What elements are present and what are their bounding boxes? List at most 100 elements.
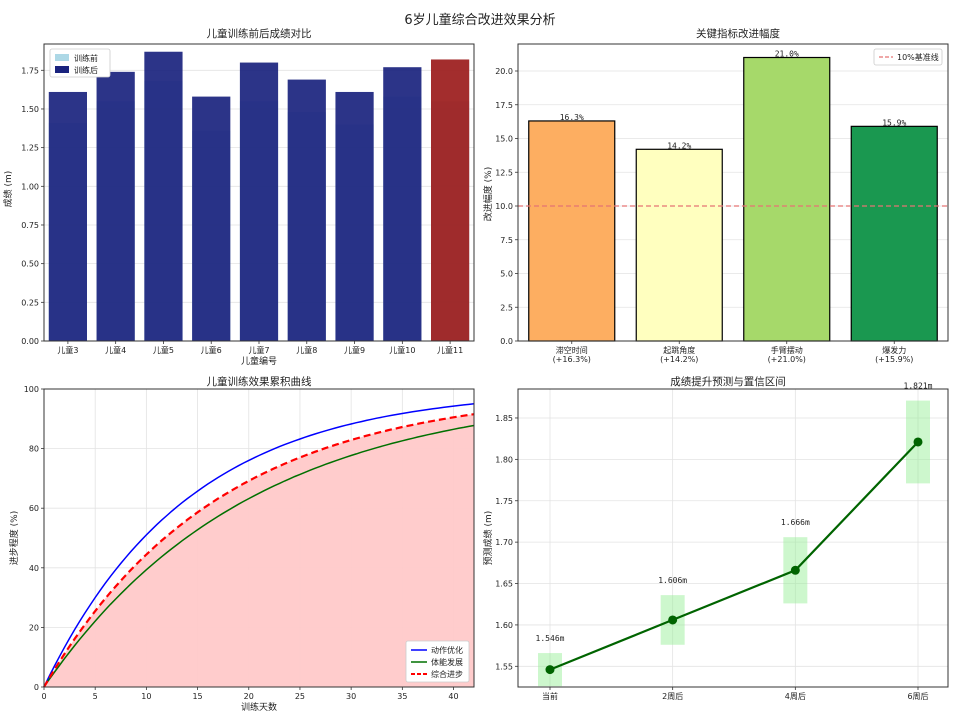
y-tick-label: 0.50 <box>21 260 39 269</box>
prediction-point <box>790 565 800 575</box>
panel-before-after: 儿童训练前后成绩对比 儿童编号 成绩 (m) 0.00 0.25 0.50 0.75 1… <box>2 27 475 367</box>
x-tick-label: 0 <box>41 692 46 701</box>
bar-after <box>144 51 183 341</box>
y-axis-label: 成绩 (m) <box>2 171 14 208</box>
axes-frame <box>43 43 475 342</box>
y-tick-label: 60 <box>29 504 39 513</box>
y-tick-label: 20 <box>29 623 39 632</box>
x-tick-label: 儿童3 <box>57 345 78 355</box>
prediction-point <box>668 615 678 625</box>
x-tick-sublabel: (+14.2%) <box>660 355 698 364</box>
x-tick-label: 4周后 <box>785 691 806 701</box>
legend-box <box>405 640 470 683</box>
bar-after-highlight <box>431 59 470 341</box>
bar-value-label: 15.9% <box>882 118 906 127</box>
x-tick-label: 6周后 <box>907 691 928 701</box>
bar-after <box>239 62 279 341</box>
y-tick-label: 1.50 <box>21 105 39 114</box>
x-axis-label: 儿童编号 <box>241 355 277 367</box>
y-tick-label: 0.0 <box>500 337 513 346</box>
x-tick-label: 儿童4 <box>105 345 126 355</box>
x-tick-label: 爆发力 <box>882 345 906 355</box>
figure-title: 6岁儿童综合改进效果分析 <box>404 12 555 28</box>
y-tick-label: 1.65 <box>495 580 513 589</box>
y-tick-label: 1.00 <box>21 182 39 191</box>
y-tick-label: 1.80 <box>495 455 513 464</box>
axes-frame <box>43 388 475 688</box>
y-axis-label: 预测成绩 (m) <box>482 511 494 566</box>
legend-label: 训练前 <box>74 53 98 63</box>
panel-improvement: 关键指标改进幅度 改进幅度 (%) 0.0 2.5 5.0 7.5 10.0 12.5 15… <box>482 27 949 364</box>
legend-label: 动作优化 <box>431 645 463 655</box>
bar <box>850 125 938 342</box>
x-tick-label: 15 <box>192 692 202 701</box>
legend-box <box>873 48 943 66</box>
x-tick-label: 5 <box>93 692 98 701</box>
axes-frame <box>517 388 949 688</box>
y-tick-label: 0 <box>34 683 39 692</box>
x-tick-label: 35 <box>397 692 407 701</box>
legend-label: 训练后 <box>74 65 98 75</box>
y-tick-label: 1.25 <box>21 144 39 153</box>
panel-title: 儿童训练前后成绩对比 <box>207 27 312 40</box>
x-tick-label: 儿童11 <box>437 345 463 355</box>
y-tick-label: 0.00 <box>21 337 39 346</box>
y-tick-label: 100 <box>24 385 39 394</box>
prediction-point <box>913 437 923 447</box>
y-tick-label: 1.70 <box>495 538 513 547</box>
point-value-label: 1.606m <box>658 576 687 585</box>
bar-after <box>192 96 231 341</box>
bar-value-label: 16.3% <box>560 113 584 122</box>
y-axis-label: 进步程度 (%) <box>8 511 20 565</box>
legend-label: 综合进步 <box>431 669 463 679</box>
area-total <box>44 414 474 687</box>
x-tick-label: 2周后 <box>662 691 683 701</box>
point-value-label: 1.546m <box>536 634 565 643</box>
point-value-label: 1.666m <box>781 518 810 527</box>
legend-swatch-after <box>55 66 69 73</box>
bar-after <box>335 91 374 341</box>
axes-frame <box>517 43 949 342</box>
y-tick-label: 5.0 <box>500 270 513 279</box>
x-tick-sublabel: (+15.9%) <box>875 355 913 364</box>
x-tick-label: 儿童7 <box>248 345 269 355</box>
y-tick-label: 12.5 <box>495 168 513 177</box>
x-tick-label: 儿童8 <box>296 345 317 355</box>
y-tick-label: 1.75 <box>21 66 39 75</box>
x-tick-label: 滞空时间 <box>556 345 588 355</box>
y-tick-label: 20.0 <box>495 67 513 76</box>
y-tick-label: 1.85 <box>495 414 513 423</box>
bar-after <box>287 79 326 341</box>
panel-title: 关键指标改进幅度 <box>696 27 780 40</box>
x-tick-label: 30 <box>346 692 356 701</box>
legend-swatch-before <box>55 54 69 61</box>
curve-total <box>43 413 475 688</box>
bar-after <box>383 67 422 341</box>
point-value-label: 1.821m <box>904 382 933 391</box>
x-tick-label: 当前 <box>542 691 558 701</box>
y-tick-label: 80 <box>29 445 39 454</box>
curve-motion <box>43 403 475 688</box>
prediction-point <box>545 665 555 675</box>
x-axis-label: 训练天数 <box>241 701 277 713</box>
x-tick-label: 20 <box>244 692 254 701</box>
x-tick-label: 儿童5 <box>153 345 174 355</box>
bar-value-label: 14.2% <box>667 141 691 150</box>
y-tick-label: 10.0 <box>495 202 513 211</box>
x-tick-sublabel: (+21.0%) <box>768 355 806 364</box>
panel-cumulative: 儿童训练效果累积曲线 训练天数 进步程度 (%) 0 20 40 60 80 100 0 5 1… <box>8 375 475 713</box>
panel-title: 儿童训练效果累积曲线 <box>207 375 312 388</box>
y-axis-label: 改进幅度 (%) <box>482 167 494 221</box>
prediction-line <box>549 441 919 671</box>
legend-label: 体能发展 <box>431 657 463 667</box>
bar <box>528 120 616 342</box>
bar <box>635 148 723 342</box>
y-tick-label: 17.5 <box>495 101 513 110</box>
x-tick-label: 10 <box>141 692 151 701</box>
y-tick-label: 1.75 <box>495 497 513 506</box>
y-tick-label: 15.0 <box>495 135 513 144</box>
y-tick-label: 40 <box>29 564 39 573</box>
x-tick-label: 25 <box>295 692 305 701</box>
bar <box>743 56 831 342</box>
